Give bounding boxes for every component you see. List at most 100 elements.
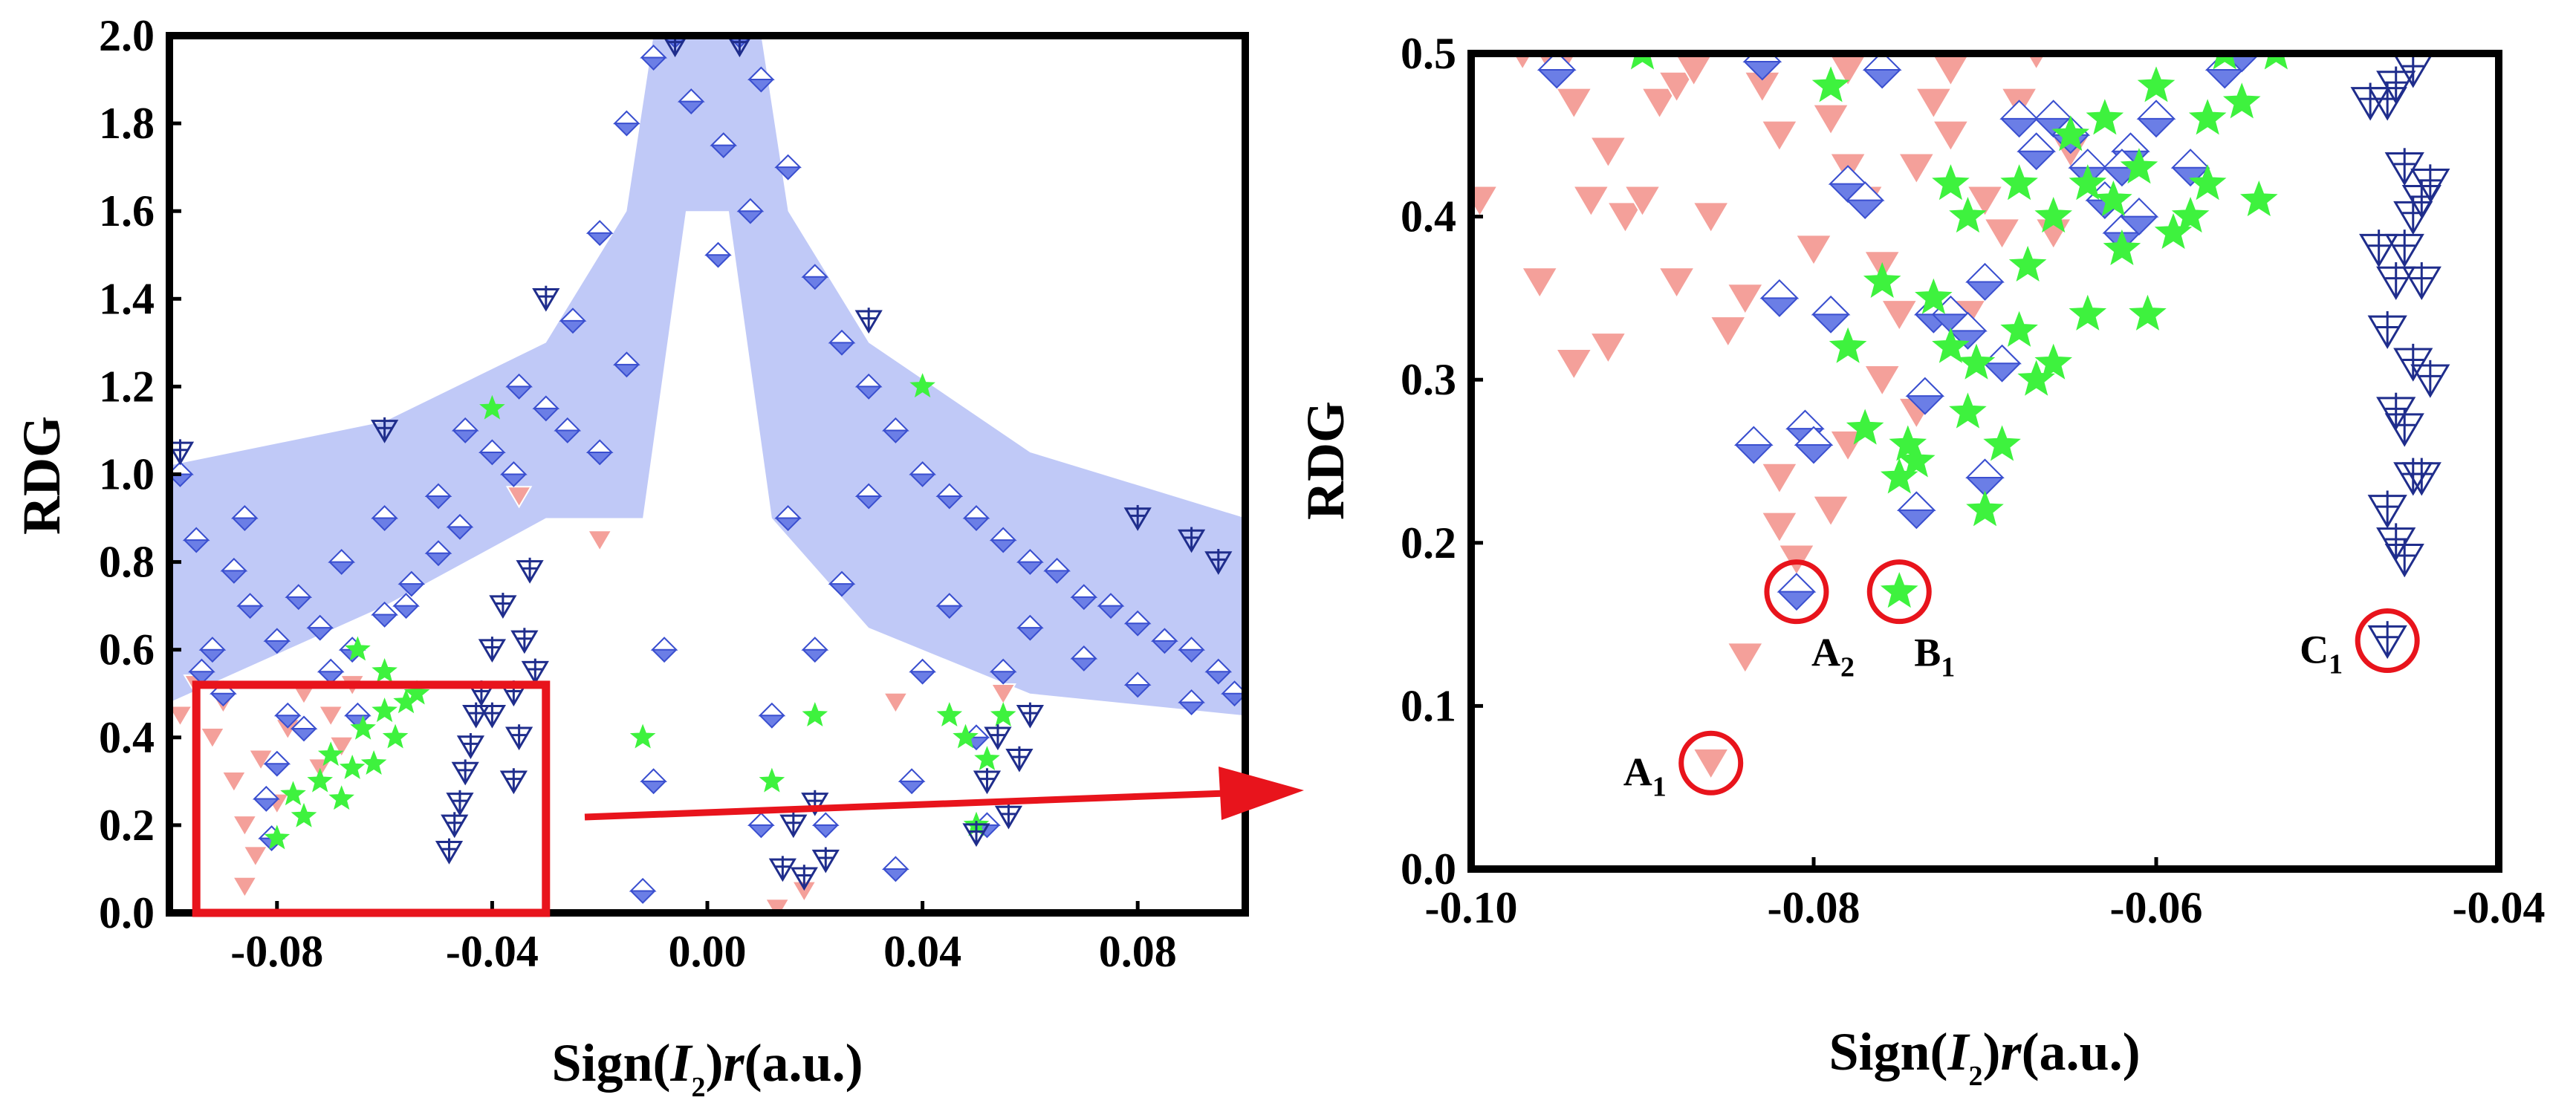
blue-diamond-point bbox=[398, 570, 426, 597]
blue-diamond-point bbox=[881, 856, 909, 882]
green-star-point bbox=[1889, 425, 1927, 461]
overview-x-axis-title: Sign(I2)r(a.u.) bbox=[551, 1033, 863, 1103]
green-star-point bbox=[909, 373, 935, 398]
annotation-circle bbox=[1866, 559, 1932, 625]
blue-diamond-point bbox=[230, 505, 259, 531]
blue-diamond-point bbox=[1097, 593, 1125, 619]
blue-diamond-point bbox=[962, 505, 990, 531]
blue-diamond-point bbox=[1150, 628, 1178, 654]
blue-diamond-point bbox=[909, 658, 937, 685]
salmon-down-triangle-point bbox=[1589, 136, 1628, 169]
blue-diamond-point bbox=[1965, 263, 2005, 301]
green-star-point bbox=[1932, 327, 1970, 363]
blue-diamond-point bbox=[774, 505, 802, 531]
navy-open-down-triangle-point bbox=[2376, 262, 2416, 300]
green-star-point bbox=[2069, 294, 2107, 331]
blue-diamond-point bbox=[1178, 637, 1206, 663]
blue-diamond-point bbox=[446, 513, 474, 540]
blue-diamond-point bbox=[774, 154, 802, 180]
blue-diamond-point bbox=[198, 637, 227, 663]
blue-diamond-point bbox=[451, 417, 479, 443]
navy-open-down-triangle-point bbox=[2410, 360, 2450, 398]
green-star-point bbox=[2086, 99, 2124, 135]
blue-diamond-point bbox=[710, 132, 738, 159]
blue-diamond-point bbox=[935, 483, 964, 510]
zoom-x-tick-label: -0.10 bbox=[1425, 883, 1518, 932]
blue-diamond-point bbox=[2136, 100, 2176, 138]
green-star-point bbox=[372, 697, 398, 723]
navy-open-down-triangle-point bbox=[1016, 702, 1045, 729]
navy-open-down-triangle-point bbox=[2384, 409, 2424, 447]
navy-open-down-triangle-point bbox=[169, 439, 195, 466]
blue-diamond-point bbox=[881, 417, 909, 443]
blue-diamond-point bbox=[392, 593, 420, 619]
navy-open-down-triangle-point bbox=[441, 812, 469, 839]
green-star-point bbox=[2188, 99, 2227, 135]
navy-open-down-triangle-point bbox=[451, 759, 479, 786]
overview-x-tick-label: 0.00 bbox=[669, 927, 747, 976]
overview-y-tick-label: 1.6 bbox=[99, 186, 155, 235]
navy-open-down-triangle-point bbox=[510, 628, 539, 654]
salmon-down-triangle-point bbox=[1571, 185, 1611, 218]
overview-x-tick-label: -0.08 bbox=[230, 927, 323, 976]
zoom-annotations: A1 A2 B1 C1 bbox=[1623, 559, 2420, 802]
green-star-point bbox=[1863, 261, 1901, 298]
salmon-down-triangle-point bbox=[1760, 511, 1799, 544]
green-star-point bbox=[1829, 327, 1867, 363]
green-star-point bbox=[2171, 197, 2210, 233]
blue-diamond-point bbox=[532, 395, 560, 422]
green-star-point bbox=[990, 702, 1016, 726]
overview-y-tick-label: 1.0 bbox=[99, 450, 155, 499]
overview-y-tick-label: 2.0 bbox=[99, 11, 155, 60]
salmon-down-triangle-point bbox=[221, 771, 247, 794]
blue-diamond-point bbox=[1777, 573, 1817, 611]
green-star-point bbox=[1846, 409, 1884, 445]
blue-diamond-point bbox=[252, 786, 280, 812]
blue-diamond-point bbox=[182, 527, 210, 553]
green-star-point bbox=[1949, 197, 1987, 233]
blue-diamond-point bbox=[1948, 311, 1988, 350]
navy-open-down-triangle-point bbox=[478, 637, 507, 663]
blue-diamond-point bbox=[811, 812, 840, 839]
navy-open-down-triangle-point bbox=[2401, 458, 2442, 496]
salmon-down-triangle-point bbox=[1657, 267, 1696, 300]
green-star-point bbox=[1983, 425, 2021, 461]
green-star-point bbox=[264, 824, 291, 850]
annotation-label: C1 bbox=[2300, 628, 2343, 680]
salmon-down-triangle-point bbox=[882, 692, 909, 715]
green-star-point bbox=[1898, 441, 1936, 478]
navy-open-down-triangle-point bbox=[1123, 504, 1152, 531]
green-star-point bbox=[2034, 343, 2072, 380]
blue-diamond-point bbox=[220, 557, 248, 584]
blue-diamond-point bbox=[559, 308, 587, 334]
zoom-arrow bbox=[584, 767, 1304, 821]
green-star-point bbox=[2008, 245, 2047, 282]
salmon-down-triangle-point bbox=[317, 705, 344, 728]
blue-diamond-point bbox=[328, 549, 356, 576]
blue-diamond-point bbox=[306, 614, 334, 641]
green-star-point bbox=[372, 658, 398, 683]
salmon-down-triangle-point bbox=[586, 530, 613, 553]
navy-open-down-triangle-point bbox=[2367, 621, 2407, 660]
salmon-down-triangle-point bbox=[1760, 462, 1799, 495]
blue-diamond-point bbox=[1070, 584, 1098, 611]
blue-diamond-point bbox=[273, 702, 302, 729]
blue-diamond-point bbox=[554, 417, 582, 443]
salmon-down-triangle-point bbox=[1691, 748, 1730, 781]
navy-open-down-triangle-point bbox=[2384, 230, 2424, 268]
annotation-circle bbox=[1678, 730, 1744, 796]
blue-diamond-point bbox=[758, 702, 786, 729]
overview-y-ticks: 0.0 0.2 0.4 0.6 0.8 1.0 1.2 1.4 1.6 1.8 2.0 bbox=[99, 11, 181, 937]
salmon-down-triangle-point bbox=[1811, 495, 1850, 528]
navy-open-down-triangle-point bbox=[462, 702, 490, 729]
blue-diamond-point bbox=[1862, 53, 1902, 89]
green-star-point bbox=[936, 702, 963, 726]
navy-open-down-triangle-point bbox=[811, 847, 840, 874]
blue-diamond-point bbox=[285, 584, 313, 611]
salmon-down-triangle-point bbox=[1471, 185, 1499, 218]
salmon-down-triangle-point bbox=[1794, 234, 1833, 267]
green-star-point bbox=[403, 680, 430, 705]
blue-diamond-point bbox=[1043, 557, 1071, 584]
navy-open-down-triangle-point bbox=[1005, 746, 1034, 772]
navy-open-down-triangle-point bbox=[2384, 148, 2424, 186]
